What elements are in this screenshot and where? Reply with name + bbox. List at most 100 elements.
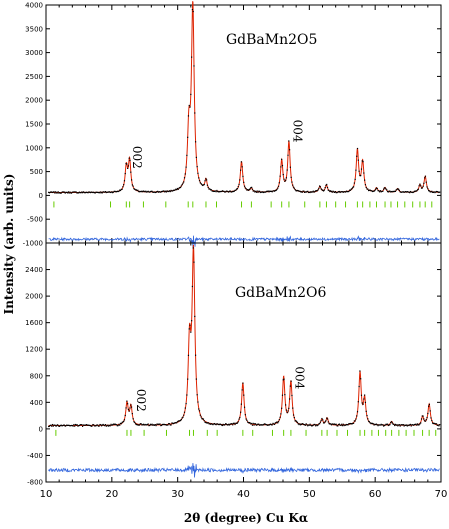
observed-point [183,177,186,179]
difference-curve [48,463,440,478]
observed-point [85,424,88,426]
observed-point [290,176,292,178]
observed-point [430,191,432,193]
observed-point [130,179,133,181]
observed-point [420,418,423,420]
observed-point [78,192,80,194]
observed-point [71,191,73,193]
observed-point [357,159,359,161]
observed-point [118,190,120,192]
observed-point [95,191,97,193]
observed-point [385,423,387,425]
observed-point [79,191,81,194]
observed-point [123,420,125,423]
observed-point [281,394,284,396]
observed-point [425,419,427,421]
observed-point [207,422,209,424]
observed-point [103,191,105,193]
observed-point [427,412,429,415]
observed-point [378,424,380,426]
observed-point [66,424,68,426]
observed-point [221,424,223,426]
observed-point [212,190,214,192]
observed-point [323,422,325,424]
observed-point [87,424,89,426]
observed-point [377,425,379,427]
observed-point [116,190,118,192]
observed-point [327,421,329,423]
observed-point [103,424,105,426]
observed-point [164,424,167,426]
observed-point [171,190,173,192]
observed-point [278,182,280,184]
observed-point [350,188,352,190]
observed-point [86,191,88,194]
observed-point [396,424,398,426]
observed-point [385,188,387,190]
observed-point [324,421,326,423]
observed-point [277,421,280,423]
observed-point [48,191,50,193]
observed-point [78,424,81,427]
observed-point [330,190,332,192]
observed-point [386,190,389,193]
observed-point [415,423,417,425]
observed-point [87,192,89,194]
observed-point [185,166,187,168]
observed-point [276,421,278,423]
observed-point [340,424,342,427]
observed-point [119,189,122,192]
observed-point [165,424,167,426]
observed-point [243,181,245,183]
observed-point [428,403,431,406]
observed-point [329,190,331,193]
observed-point [232,424,234,426]
observed-point [376,187,378,190]
observed-point [404,191,406,193]
observed-point [338,190,340,193]
observed-point [232,190,235,193]
observed-point [224,424,226,426]
observed-point [245,188,247,190]
observed-point [284,394,286,396]
observed-point [378,190,380,192]
observed-point [244,414,246,416]
observed-point [409,424,411,426]
observed-point [63,191,66,193]
observed-point [309,423,311,425]
observed-point [187,378,189,380]
observed-point [62,424,64,427]
observed-point [270,190,273,192]
observed-point [182,416,184,418]
observed-point [225,190,227,192]
observed-point [373,190,375,192]
observed-point [283,178,285,180]
observed-point [341,191,343,193]
observed-point [157,423,160,425]
observed-point [423,182,425,184]
observed-point [390,421,393,423]
observed-point [235,422,237,424]
observed-point [73,423,75,426]
observed-point [89,425,92,427]
observed-point [292,407,294,409]
observed-point [394,190,397,192]
observed-point [163,423,165,425]
observed-point [122,421,124,423]
x-tick-label: 50 [303,489,316,500]
observed-point [363,398,365,400]
observed-point [158,191,160,193]
observed-point [205,421,207,424]
observed-point [255,423,257,425]
observed-point [334,423,337,426]
bragg-markers [53,201,433,208]
observed-point [282,173,284,176]
observed-point [100,424,102,426]
observed-point [108,191,110,193]
observed-point [313,191,315,193]
observed-point [318,423,320,425]
observed-point [240,403,242,405]
observed-point [194,141,197,143]
observed-point [258,423,260,425]
observed-point [214,190,216,192]
